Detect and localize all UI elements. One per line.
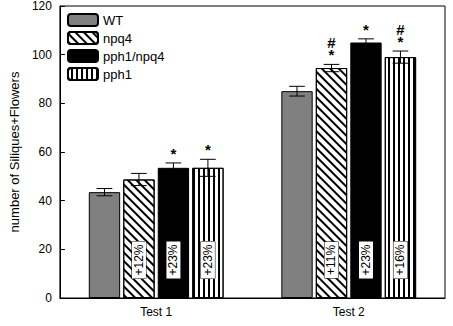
- svg-text:number of Siliques+Flowers: number of Siliques+Flowers: [7, 71, 22, 232]
- svg-text:pph1: pph1: [103, 67, 132, 82]
- svg-text:Test 1: Test 1: [140, 305, 172, 319]
- svg-text:+12%: +12%: [132, 244, 146, 275]
- svg-text:+11%: +11%: [324, 245, 338, 275]
- svg-text:40: 40: [39, 194, 53, 208]
- svg-text:+16%: +16%: [393, 244, 407, 275]
- svg-text:20: 20: [39, 242, 53, 256]
- svg-text:+23%: +23%: [201, 244, 215, 275]
- svg-text:*: *: [205, 141, 211, 158]
- svg-text:npq4: npq4: [103, 31, 132, 46]
- svg-text:+23%: +23%: [359, 244, 373, 275]
- svg-text:60: 60: [39, 145, 53, 159]
- svg-text:*: *: [363, 21, 369, 38]
- svg-text:pph1/npq4: pph1/npq4: [103, 49, 164, 64]
- svg-text:+23%: +23%: [166, 244, 180, 275]
- svg-text:*: *: [171, 145, 177, 162]
- svg-text:0: 0: [45, 291, 52, 305]
- svg-text:80: 80: [39, 96, 53, 110]
- svg-text:Test 2: Test 2: [333, 305, 365, 319]
- svg-text:#: #: [396, 21, 405, 38]
- svg-text:100: 100: [32, 48, 52, 62]
- svg-text:120: 120: [32, 0, 52, 13]
- svg-text:#: #: [327, 34, 336, 51]
- svg-text:WT: WT: [103, 13, 123, 28]
